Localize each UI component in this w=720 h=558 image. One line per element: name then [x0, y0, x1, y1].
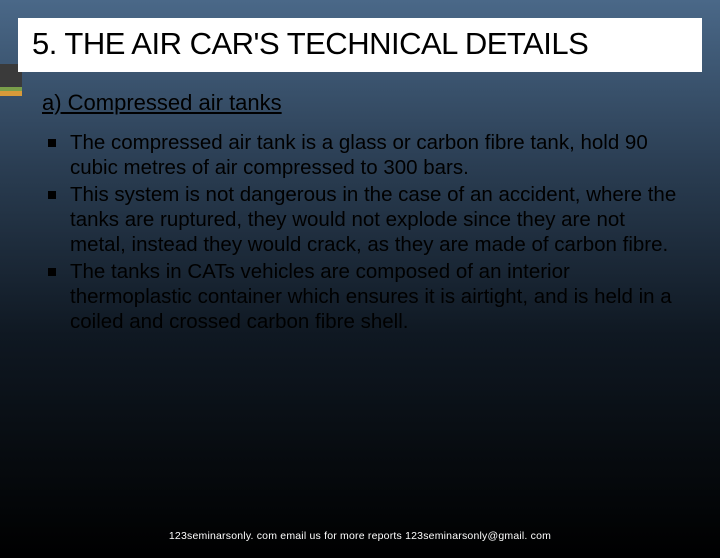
- footer-text: 123seminarsonly. com email us for more r…: [0, 530, 720, 542]
- list-item: This system is not dangerous in the case…: [48, 182, 682, 257]
- title-block: 5. THE AIR CAR'S TECHNICAL DETAILS: [18, 18, 702, 72]
- tab-segment-orange: [0, 91, 22, 96]
- list-item: The compressed air tank is a glass or ca…: [48, 130, 682, 180]
- list-item: The tanks in CATs vehicles are composed …: [48, 259, 682, 334]
- slide-subtitle: a) Compressed air tanks: [42, 90, 682, 116]
- bullet-list: The compressed air tank is a glass or ca…: [38, 130, 682, 334]
- slide-content: a) Compressed air tanks The compressed a…: [0, 72, 720, 334]
- slide-title: 5. THE AIR CAR'S TECHNICAL DETAILS: [32, 26, 688, 62]
